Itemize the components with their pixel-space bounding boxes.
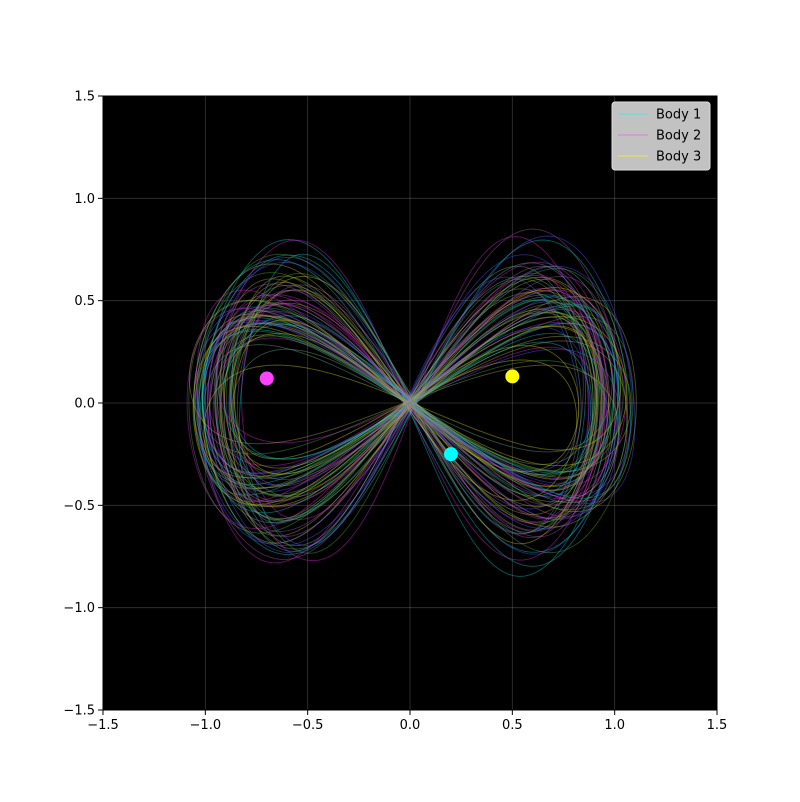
orbit-trail xyxy=(213,262,611,550)
x-tick-label: −0.5 xyxy=(292,718,324,733)
orbit-trail xyxy=(203,295,619,521)
orbit-trails xyxy=(186,228,637,577)
orbit-trail xyxy=(220,290,601,497)
body-markers xyxy=(259,369,520,462)
orbit-trail xyxy=(196,261,616,564)
y-axis-ticks: −1.5 −1.0 −0.5 0.0 0.5 1.0 1.5 xyxy=(63,90,103,719)
orbit-trail xyxy=(216,275,597,552)
orbit-trail xyxy=(215,265,606,532)
orbit-trail xyxy=(188,268,628,534)
orbit-trail xyxy=(241,272,589,521)
x-tick-label: 0.5 xyxy=(502,718,523,733)
orbit-trail xyxy=(196,265,633,545)
orbit-trail xyxy=(226,298,604,521)
orbit-trail xyxy=(220,301,606,506)
y-tick-label: 0.5 xyxy=(74,294,95,309)
orbit-trail xyxy=(236,284,584,535)
orbit-trail xyxy=(222,236,608,562)
orbit-trail xyxy=(208,275,622,518)
orbit-trail xyxy=(189,300,619,503)
orbit-trail xyxy=(220,265,593,547)
orbit-trail xyxy=(193,263,628,528)
x-tick-label: 0.0 xyxy=(400,718,421,733)
orbit-trail xyxy=(229,276,580,546)
orbit-trail xyxy=(206,283,602,538)
orbit-trail xyxy=(198,315,632,489)
body-1-marker xyxy=(443,447,458,462)
y-tick-label: 0.0 xyxy=(74,397,95,412)
orbit-trail xyxy=(202,261,619,555)
body-2-marker xyxy=(259,371,274,386)
orbit-trail xyxy=(196,253,634,554)
orbit-trail xyxy=(202,322,609,488)
orbit-trail xyxy=(216,310,605,495)
x-axis-ticks: −1.5 −1.0 −0.5 0.0 0.5 1.0 1.5 xyxy=(87,710,727,733)
y-tick-label: −1.0 xyxy=(63,601,95,616)
orbit-trail xyxy=(203,294,613,524)
orbit-trail xyxy=(212,287,609,507)
y-tick-label: 1.0 xyxy=(74,192,95,207)
legend-label-body-3: Body 3 xyxy=(656,150,701,165)
legend-box xyxy=(611,101,711,171)
orbit-trail xyxy=(206,256,621,530)
orbit-trail xyxy=(209,265,620,519)
orbit-trail xyxy=(232,272,600,531)
orbit-trail xyxy=(229,275,598,520)
orbit-trail xyxy=(198,296,615,514)
orbit-trail xyxy=(238,253,586,534)
orbit-trail xyxy=(201,276,615,544)
orbit-trail xyxy=(228,290,590,510)
orbit-trail xyxy=(193,259,619,567)
y-tick-label: −0.5 xyxy=(63,499,95,514)
body-3-marker xyxy=(505,369,520,384)
orbit-trail xyxy=(194,296,637,513)
orbit-trail xyxy=(224,302,599,525)
orbit-trail xyxy=(229,276,598,545)
legend-label-body-1: Body 1 xyxy=(656,108,701,123)
orbit-trail xyxy=(234,319,580,475)
orbit-trail xyxy=(223,323,603,497)
plot-background xyxy=(103,96,717,710)
legend: Body 1 Body 2 Body 3 xyxy=(611,101,711,171)
orbit-trail xyxy=(197,235,636,547)
orbit-trail xyxy=(217,303,599,524)
orbit-trail xyxy=(219,278,604,537)
orbit-trail xyxy=(193,302,624,507)
orbit-trail xyxy=(215,292,596,522)
orbit-trail xyxy=(192,316,628,506)
legend-label-body-2: Body 2 xyxy=(656,129,701,144)
y-tick-label: −1.5 xyxy=(63,704,95,719)
y-tick-label: 1.5 xyxy=(74,90,95,105)
x-tick-label: −1.5 xyxy=(87,718,119,733)
orbit-trail xyxy=(199,239,620,553)
orbit-trail xyxy=(208,294,603,532)
x-tick-label: −1.0 xyxy=(190,718,222,733)
orbit-trail xyxy=(203,287,622,508)
orbit-trail xyxy=(223,281,594,515)
orbit-trail xyxy=(204,254,608,553)
orbit-trail xyxy=(215,274,603,537)
orbit-trail xyxy=(232,278,594,554)
x-tick-label: 1.5 xyxy=(707,718,728,733)
orbit-trail xyxy=(220,284,596,533)
orbit-trail xyxy=(230,289,578,501)
orbit-trail xyxy=(196,272,612,523)
orbit-trail xyxy=(201,239,631,555)
orbit-trail xyxy=(207,239,607,561)
x-tick-label: 1.0 xyxy=(604,718,625,733)
orbit-trail xyxy=(186,289,627,530)
orbit-trail xyxy=(193,228,628,560)
orbit-trail xyxy=(231,288,582,498)
orbit-trail xyxy=(230,315,592,497)
grid xyxy=(103,96,717,710)
orbit-trail xyxy=(202,254,616,577)
orbit-trail xyxy=(232,289,597,539)
